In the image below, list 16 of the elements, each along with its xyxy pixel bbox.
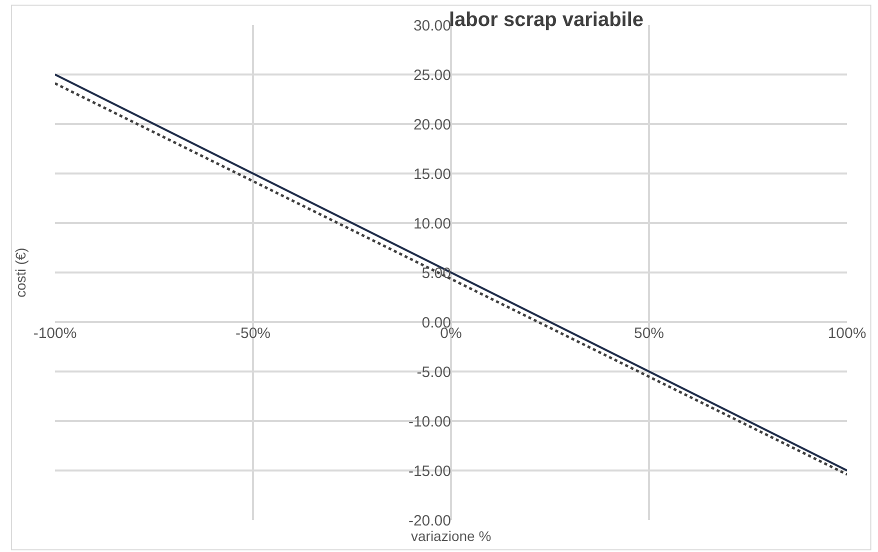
x-tick-label: -100% (33, 325, 77, 342)
y-tick-label: -10.00 (408, 413, 451, 430)
y-tick-label: -15.00 (408, 462, 451, 480)
y-tick-label: 10.00 (413, 215, 451, 232)
chart-title: labor scrap variabile (449, 9, 644, 31)
x-tick-label: 50% (634, 325, 664, 342)
y-tick-label: 25.00 (413, 66, 451, 84)
y-tick-label: -20.00 (408, 512, 451, 530)
y-tick-label: 30.00 (413, 17, 451, 34)
x-tick-label: 100% (828, 325, 866, 342)
x-axis-title: variazione % (411, 528, 492, 544)
y-axis-title: costi (€) (12, 248, 28, 298)
x-tick-label: -50% (235, 325, 271, 342)
y-tick-label: -5.00 (416, 364, 451, 381)
y-tick-label: 15.00 (413, 166, 451, 183)
y-tick-label: 20.00 (413, 116, 451, 134)
